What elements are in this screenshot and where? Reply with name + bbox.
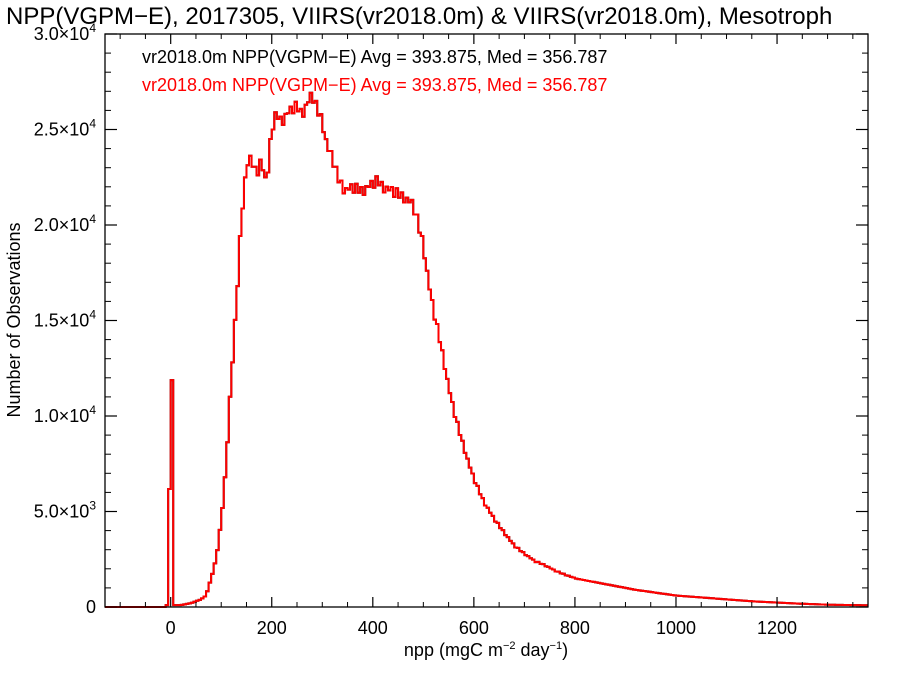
x-tick-label: 1000 [656, 618, 696, 638]
x-tick-label: 800 [560, 618, 590, 638]
x-tick-label: 0 [166, 618, 176, 638]
y-tick-label: 3.0×104 [34, 21, 97, 44]
y-tick-label: 2.0×104 [34, 212, 97, 235]
axes: 0 200 400 600 800 1000 1200 0 5.0×103 1.0×104 1.5×… [34, 21, 868, 638]
legend-series-2: vr2018.0m NPP(VGPM−E) Avg = 393.875, Med… [142, 75, 607, 95]
y-axis-label: Number of Observations [4, 222, 24, 417]
histogram-series-2-line [105, 91, 868, 608]
x-axis-label: npp (mgC m−2 day−1) [404, 640, 568, 660]
x-tick-label: 400 [358, 618, 388, 638]
y-tick-label: 0 [86, 597, 96, 617]
plot-frame [104, 33, 869, 608]
x-tick-label: 1200 [757, 618, 797, 638]
y-tick-label: 1.5×104 [34, 308, 97, 331]
y-tick-label: 1.0×104 [34, 403, 97, 426]
chart-title: NPP(VGPM−E), 2017305, VIIRS(vr2018.0m) &… [6, 3, 832, 30]
y-tick-label: 2.5×104 [34, 117, 97, 140]
plot-area [105, 91, 868, 608]
x-tick-label: 200 [257, 618, 287, 638]
y-tick-label: 5.0×103 [34, 499, 97, 522]
legend-series-1: vr2018.0m NPP(VGPM−E) Avg = 393.875, Med… [142, 47, 607, 67]
x-tick-label: 600 [459, 618, 489, 638]
